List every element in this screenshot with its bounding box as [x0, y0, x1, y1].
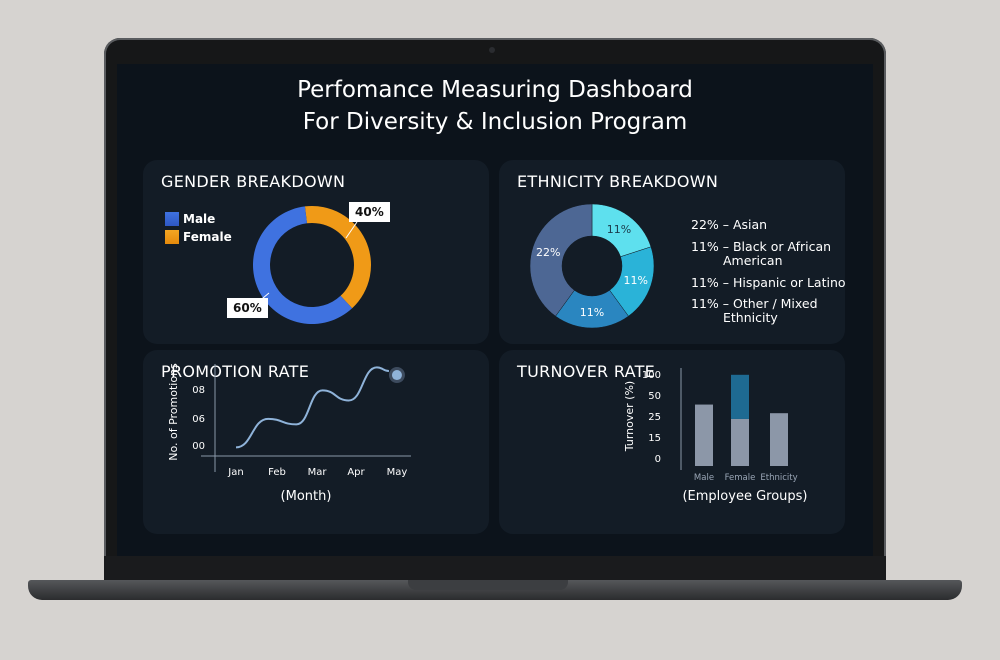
- legend-label: Female: [183, 230, 232, 244]
- label-male-pct: 60%: [227, 298, 268, 318]
- laptop-notch: [408, 580, 568, 590]
- legend-swatch: [165, 230, 179, 244]
- legend-line: American: [723, 253, 783, 268]
- promotion-line-chart: 08 06 00 Jan Feb Mar Apr May No. of Promotions (M…: [167, 363, 411, 504]
- legend-female: Female: [165, 230, 232, 244]
- bar-female: [731, 418, 749, 466]
- x-tick-label: May: [387, 467, 408, 478]
- x-tick-label: Feb: [268, 467, 286, 478]
- y-tick-label: 0: [655, 454, 661, 465]
- x-tick-label: Female: [725, 473, 756, 483]
- legend-label: Male: [183, 212, 216, 226]
- turnover-bar-chart: 100 50 25 15 0 Turnover (%) (Employee Groups) M…: [623, 368, 808, 504]
- y-tick-label: 15: [648, 433, 661, 444]
- x-axis-label: (Employee Groups): [682, 489, 807, 504]
- bar-female-top: [731, 374, 749, 419]
- gender-title: GENDER BREAKDOWN: [161, 172, 346, 191]
- callout-pointer: [345, 221, 358, 239]
- ethnicity-legend-item: 11% – Black or African American: [691, 240, 851, 268]
- donut-slice: [529, 203, 593, 317]
- camera: [489, 47, 495, 53]
- legend-line: 22% – Asian: [691, 217, 768, 232]
- promotion-line: [235, 366, 390, 449]
- y-tick-label: 08: [192, 385, 205, 396]
- laptop-chin: [104, 556, 886, 582]
- laptop-base: [28, 580, 962, 600]
- ethnicity-legend-item: 11% – Other / Mixed Ethnicity: [691, 297, 851, 325]
- y-axis-label: Turnover (%): [623, 381, 636, 452]
- x-axis-label: (Month): [281, 489, 332, 504]
- donut-slice-female: [304, 206, 371, 309]
- y-tick-label: 25: [648, 412, 661, 423]
- endpoint-marker: [391, 370, 402, 381]
- y-tick-label: 00: [192, 441, 205, 452]
- legend-line: 11% – Hispanic or Latino: [691, 275, 846, 290]
- ethnicity-legend-item: 22% – Asian: [691, 218, 851, 232]
- legend-line: Ethnicity: [723, 310, 778, 325]
- legend-line: 11% – Black or African: [691, 239, 832, 254]
- title-line-2: For Diversity & Inclusion Program: [302, 109, 688, 135]
- donut-slice-male: [252, 206, 353, 324]
- y-tick-label: 06: [192, 414, 205, 425]
- slice-label: 11%: [607, 223, 631, 236]
- promotion-rate-panel: PROMOTION RATE 08 06 00 Jan Feb Mar Apr May No. …: [143, 350, 489, 534]
- legend-swatch: [165, 212, 179, 226]
- legend-line: 11% – Other / Mixed: [691, 296, 818, 311]
- bar-male: [695, 404, 713, 466]
- dashboard-screen: Perfomance Measuring Dashboard For Diver…: [117, 64, 873, 556]
- x-tick-label: Male: [694, 473, 714, 483]
- ethnicity-breakdown-panel: ETHNICITY BREAKDOWN 11% 11% 11% 22% 22% – A…: [499, 160, 846, 344]
- x-tick-label: Apr: [347, 467, 365, 478]
- slice-label: 11%: [624, 274, 648, 287]
- ethnicity-donut: 11% 11% 11% 22%: [529, 203, 655, 329]
- ethnicity-title: ETHNICITY BREAKDOWN: [517, 172, 719, 191]
- legend-male: Male: [165, 212, 215, 226]
- label-female-pct: 40%: [349, 202, 390, 222]
- y-axis-label: No. of Promotions: [167, 363, 180, 461]
- y-tick-label: 50: [648, 391, 661, 402]
- title-line-1: Perfomance Measuring Dashboard: [297, 77, 693, 103]
- x-tick-label: Mar: [308, 467, 328, 478]
- promotion-title: PROMOTION RATE: [161, 362, 310, 381]
- slice-label: 22%: [536, 246, 560, 259]
- dashboard-title: Perfomance Measuring Dashboard For Diver…: [117, 74, 873, 138]
- gender-breakdown-panel: GENDER BREAKDOWN Male Female 40% 60%: [143, 160, 489, 344]
- slice-label: 11%: [580, 306, 604, 319]
- turnover-title: TURNOVER RATE: [517, 362, 656, 381]
- ethnicity-legend-item: 11% – Hispanic or Latino: [691, 276, 851, 290]
- bar-ethnicity: [770, 413, 788, 466]
- turnover-rate-panel: TURNOVER RATE 100 50 25 15 0 Turnover (%) (Emp…: [499, 350, 845, 534]
- x-tick-label: Jan: [227, 467, 243, 478]
- y-tick-label: 100: [642, 370, 661, 381]
- x-tick-label: Ethnicity: [760, 473, 797, 483]
